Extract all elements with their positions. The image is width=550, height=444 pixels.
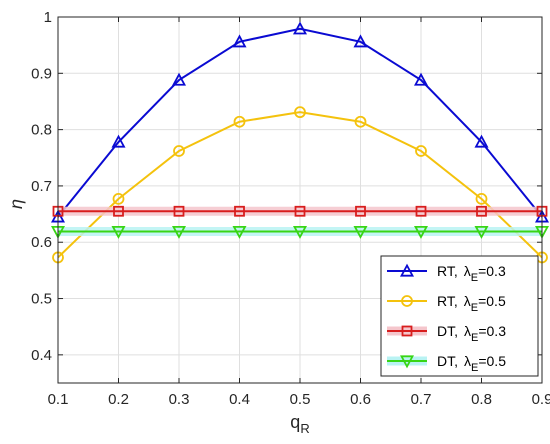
x-tick-label-7: 0.8 [471, 391, 492, 408]
legend-entry-1-value: =0.5 [478, 293, 506, 309]
x-tick-label-3: 0.4 [229, 391, 250, 408]
x-tick-labels: 0.1 0.2 0.3 0.4 0.5 0.6 0.7 0.8 0.9 [48, 391, 550, 408]
legend-entry-1-marker [401, 295, 413, 307]
series-2-point-7 [476, 205, 487, 217]
series-3-point-4 [292, 225, 308, 239]
y-tick-label-3: 0.7 [31, 178, 52, 195]
x-tick-label-6: 0.7 [411, 391, 432, 408]
series-3-point-2 [171, 225, 187, 239]
series-3-point-3 [232, 225, 247, 239]
series-3-point-6 [413, 225, 429, 239]
series-1-point-2 [173, 145, 185, 157]
y-tick-label-6: 1 [44, 9, 52, 26]
series-0-point-1 [111, 134, 126, 148]
y-tick-label-2: 0.6 [31, 234, 52, 251]
series-0-point-4 [292, 21, 308, 35]
legend-entry-1-label: RT, λE=0.5 [437, 293, 506, 314]
series-1-point-6 [415, 145, 427, 157]
legend-entry-3-lambda: λ [464, 353, 471, 369]
x-tick-label-2: 0.3 [169, 391, 190, 408]
legend-entry-2-label: DT, λE=0.3 [437, 323, 506, 344]
series-0-point-3 [232, 34, 247, 48]
y-tick-label-1: 0.5 [31, 291, 52, 308]
legend-entry-0: RT, λE=0.3 [387, 263, 506, 284]
series-2-point-5 [355, 205, 366, 217]
legend-entry-2-marker [401, 325, 413, 337]
legend-entry-0-lambda: λ [464, 263, 471, 279]
legend-entry-3-lambda-sub: E [471, 362, 478, 374]
x-tick-label-0: 0.1 [48, 391, 69, 408]
series-3-point-5 [353, 225, 368, 239]
legend-entry-0-label: RT, λE=0.3 [437, 263, 506, 284]
legend-entry-3-name: DT, [437, 353, 458, 369]
series-0-point-2 [171, 72, 187, 86]
series-2-point-6 [415, 205, 427, 217]
series-1-point-5 [354, 115, 367, 128]
y-tick-label-4: 0.8 [31, 122, 52, 139]
series-0-line [57, 27, 543, 218]
x-tick-label-1: 0.2 [108, 391, 129, 408]
legend-entry-1-lambda-sub: E [471, 302, 478, 314]
x-tick-label-8: 0.9 [532, 391, 550, 408]
series-1-point-1 [112, 192, 125, 205]
y-tick-labels: 0.4 0.5 0.6 0.7 0.8 0.9 1 [31, 9, 52, 364]
legend-entry-0-value: =0.3 [478, 263, 506, 279]
series-2-point-3 [234, 205, 245, 217]
legend-entry-1-lambda: λ [464, 293, 471, 309]
x-axis-title-main: q [290, 412, 300, 432]
series-0-point-5 [353, 34, 368, 48]
legend-entry-3: DT, λE=0.5 [387, 353, 506, 374]
series-1-point-7 [475, 192, 488, 205]
y-tick-label-0: 0.4 [31, 347, 52, 364]
y-tick-label-5: 0.9 [31, 65, 52, 82]
legend-entry-3-label: DT, λE=0.5 [437, 353, 506, 374]
legend-entry-2-lambda: λ [464, 323, 471, 339]
legend-entry-3-value: =0.5 [478, 353, 506, 369]
legend-entry-0-name: RT, [437, 263, 458, 279]
legend-entry-2: DT, λE=0.3 [387, 323, 506, 344]
legend-entry-1: RT, λE=0.5 [387, 293, 506, 314]
x-axis-title: qR [290, 412, 309, 436]
series-3-point-7 [474, 225, 489, 239]
legend: RT, λE=0.3RT, λE=0.5DT, λE=0.3DT, λE=0.5 [380, 255, 539, 377]
series-3-point-1 [111, 225, 126, 239]
y-axis-title: η [6, 199, 26, 209]
legend-entry-1-name: RT, [437, 293, 458, 309]
series-lines [57, 27, 543, 259]
legend-entry-3-marker [399, 355, 415, 369]
series-2-point-2 [173, 205, 185, 217]
legend-entry-2-value: =0.3 [478, 323, 506, 339]
series-1-point-3 [233, 115, 246, 128]
series-1-point-4 [294, 106, 306, 119]
legend-entry-2-lambda-sub: E [471, 332, 478, 344]
x-tick-label-4: 0.5 [290, 391, 311, 408]
series-0-point-6 [413, 72, 429, 86]
series-0-point-7 [474, 134, 489, 148]
legend-entry-2-name: DT, [437, 323, 458, 339]
x-axis-title-sub: R [300, 421, 309, 436]
legend-entry-0-marker [399, 263, 415, 277]
series-1-line [57, 111, 543, 259]
series-2-point-1 [113, 205, 124, 217]
x-tick-label-5: 0.6 [350, 391, 371, 408]
legend-entry-0-lambda-sub: E [471, 272, 478, 284]
series-2-point-4 [294, 205, 306, 217]
axis-ticks [57, 16, 543, 383]
